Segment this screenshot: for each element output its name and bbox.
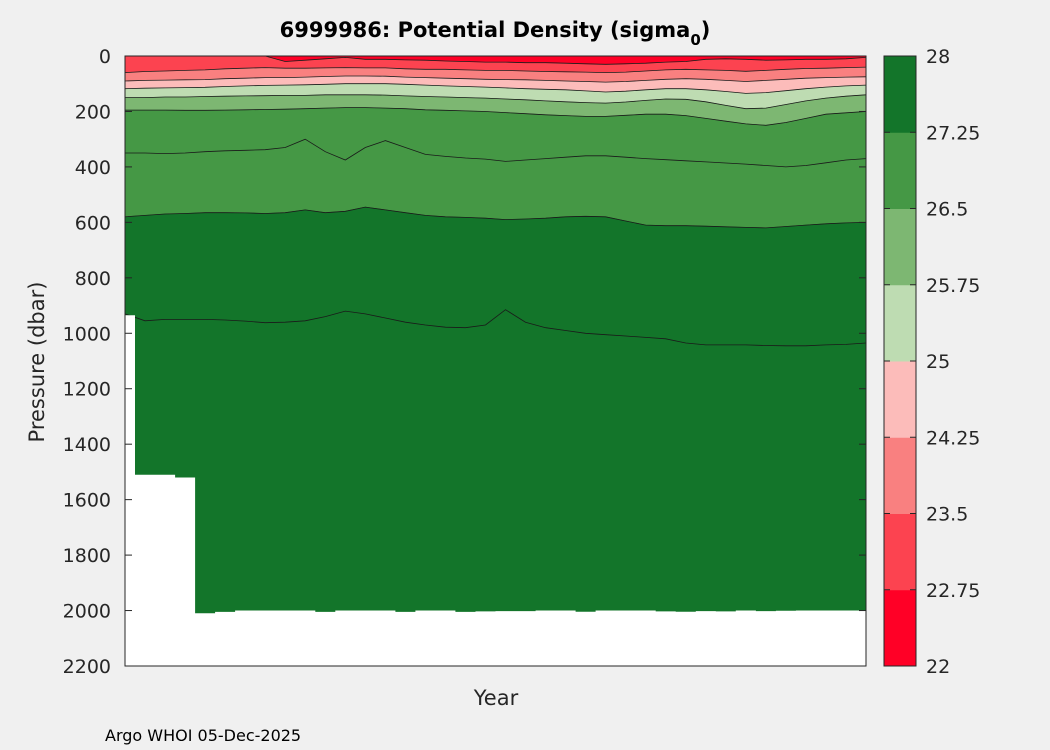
y-tick-label: 1200 — [63, 379, 111, 401]
chart-title: 6999986: Potential Density (sigma0) — [280, 18, 711, 49]
colorbar-segment — [884, 132, 916, 209]
colorbar-label: 25 — [926, 351, 950, 373]
y-tick-label: 600 — [75, 212, 111, 234]
colorbar-label: 28 — [926, 46, 950, 68]
colorbar-label: 23.5 — [926, 504, 968, 526]
contour-line — [125, 66, 866, 74]
contour-line — [125, 56, 866, 65]
y-axis: 0 200 400 600 800 1000 1200 1400 1600 1800 2000 220… — [63, 46, 866, 678]
y-tick-label: 1000 — [63, 323, 111, 345]
colorbar-segment — [884, 208, 916, 286]
contour-line — [125, 83, 866, 94]
y-tick-label: 400 — [75, 157, 111, 179]
colorbar: 28 27.25 26.5 25.75 25 24.25 23.5 22.75 22 — [883, 46, 980, 678]
contour-line — [125, 206, 866, 229]
y-tick-label: 800 — [75, 268, 111, 290]
chart-title-main: 6999986: Potential Density (sigma — [280, 18, 691, 42]
colorbar-label: 26.5 — [926, 199, 968, 221]
colorbar-label: 27.25 — [926, 122, 980, 144]
contour-line — [125, 138, 866, 168]
y-tick-label: 2200 — [63, 656, 111, 678]
x-axis-label: Year — [473, 686, 519, 710]
y-tick-label: 1600 — [63, 490, 111, 512]
y-tick-label: 2000 — [63, 601, 111, 623]
colorbar-segment — [884, 361, 916, 438]
y-tick-label: 1400 — [63, 434, 111, 456]
colorbar-label: 22 — [926, 656, 950, 678]
chart-title-close: ) — [701, 18, 711, 42]
contour-line — [125, 75, 866, 83]
y-axis-label: Pressure (dbar) — [25, 282, 49, 443]
colorbar-segment — [884, 437, 916, 514]
contour-line — [125, 107, 866, 126]
y-tick-label: 1800 — [63, 545, 111, 567]
y-tick-label: 200 — [75, 101, 111, 123]
colorbar-label: 24.25 — [926, 427, 980, 449]
contour-plot-area — [125, 56, 866, 666]
footer-credit: Argo WHOI 05-Dec-2025 — [105, 726, 301, 745]
no-data-mask — [125, 315, 866, 666]
plot-frame — [124, 55, 867, 667]
chart-title-subscript: 0 — [690, 31, 700, 49]
colorbar-label: 25.75 — [926, 275, 980, 297]
y-tick-label: 0 — [99, 46, 111, 68]
colorbar-segment — [884, 589, 916, 667]
colorbar-segment — [884, 284, 916, 362]
colorbar-label: 22.75 — [926, 580, 980, 602]
contour-line — [125, 309, 866, 347]
colorbar-segment — [884, 513, 916, 591]
colorbar-segment — [884, 56, 916, 133]
contour-line — [125, 94, 866, 110]
